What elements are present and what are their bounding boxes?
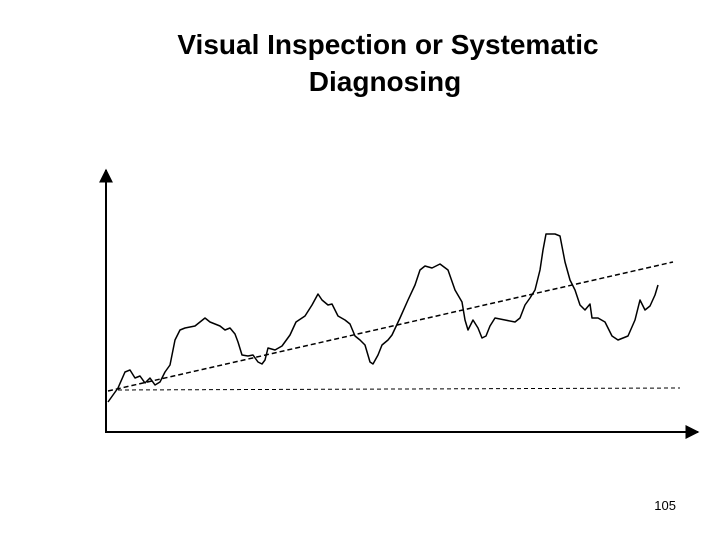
title-line: Visual Inspection or Systematic bbox=[177, 29, 598, 60]
title-line: Diagnosing bbox=[309, 66, 461, 97]
series-curve bbox=[107, 233, 659, 403]
baseline bbox=[117, 387, 681, 391]
trend-line bbox=[107, 261, 674, 392]
page-number: 105 bbox=[654, 498, 676, 513]
